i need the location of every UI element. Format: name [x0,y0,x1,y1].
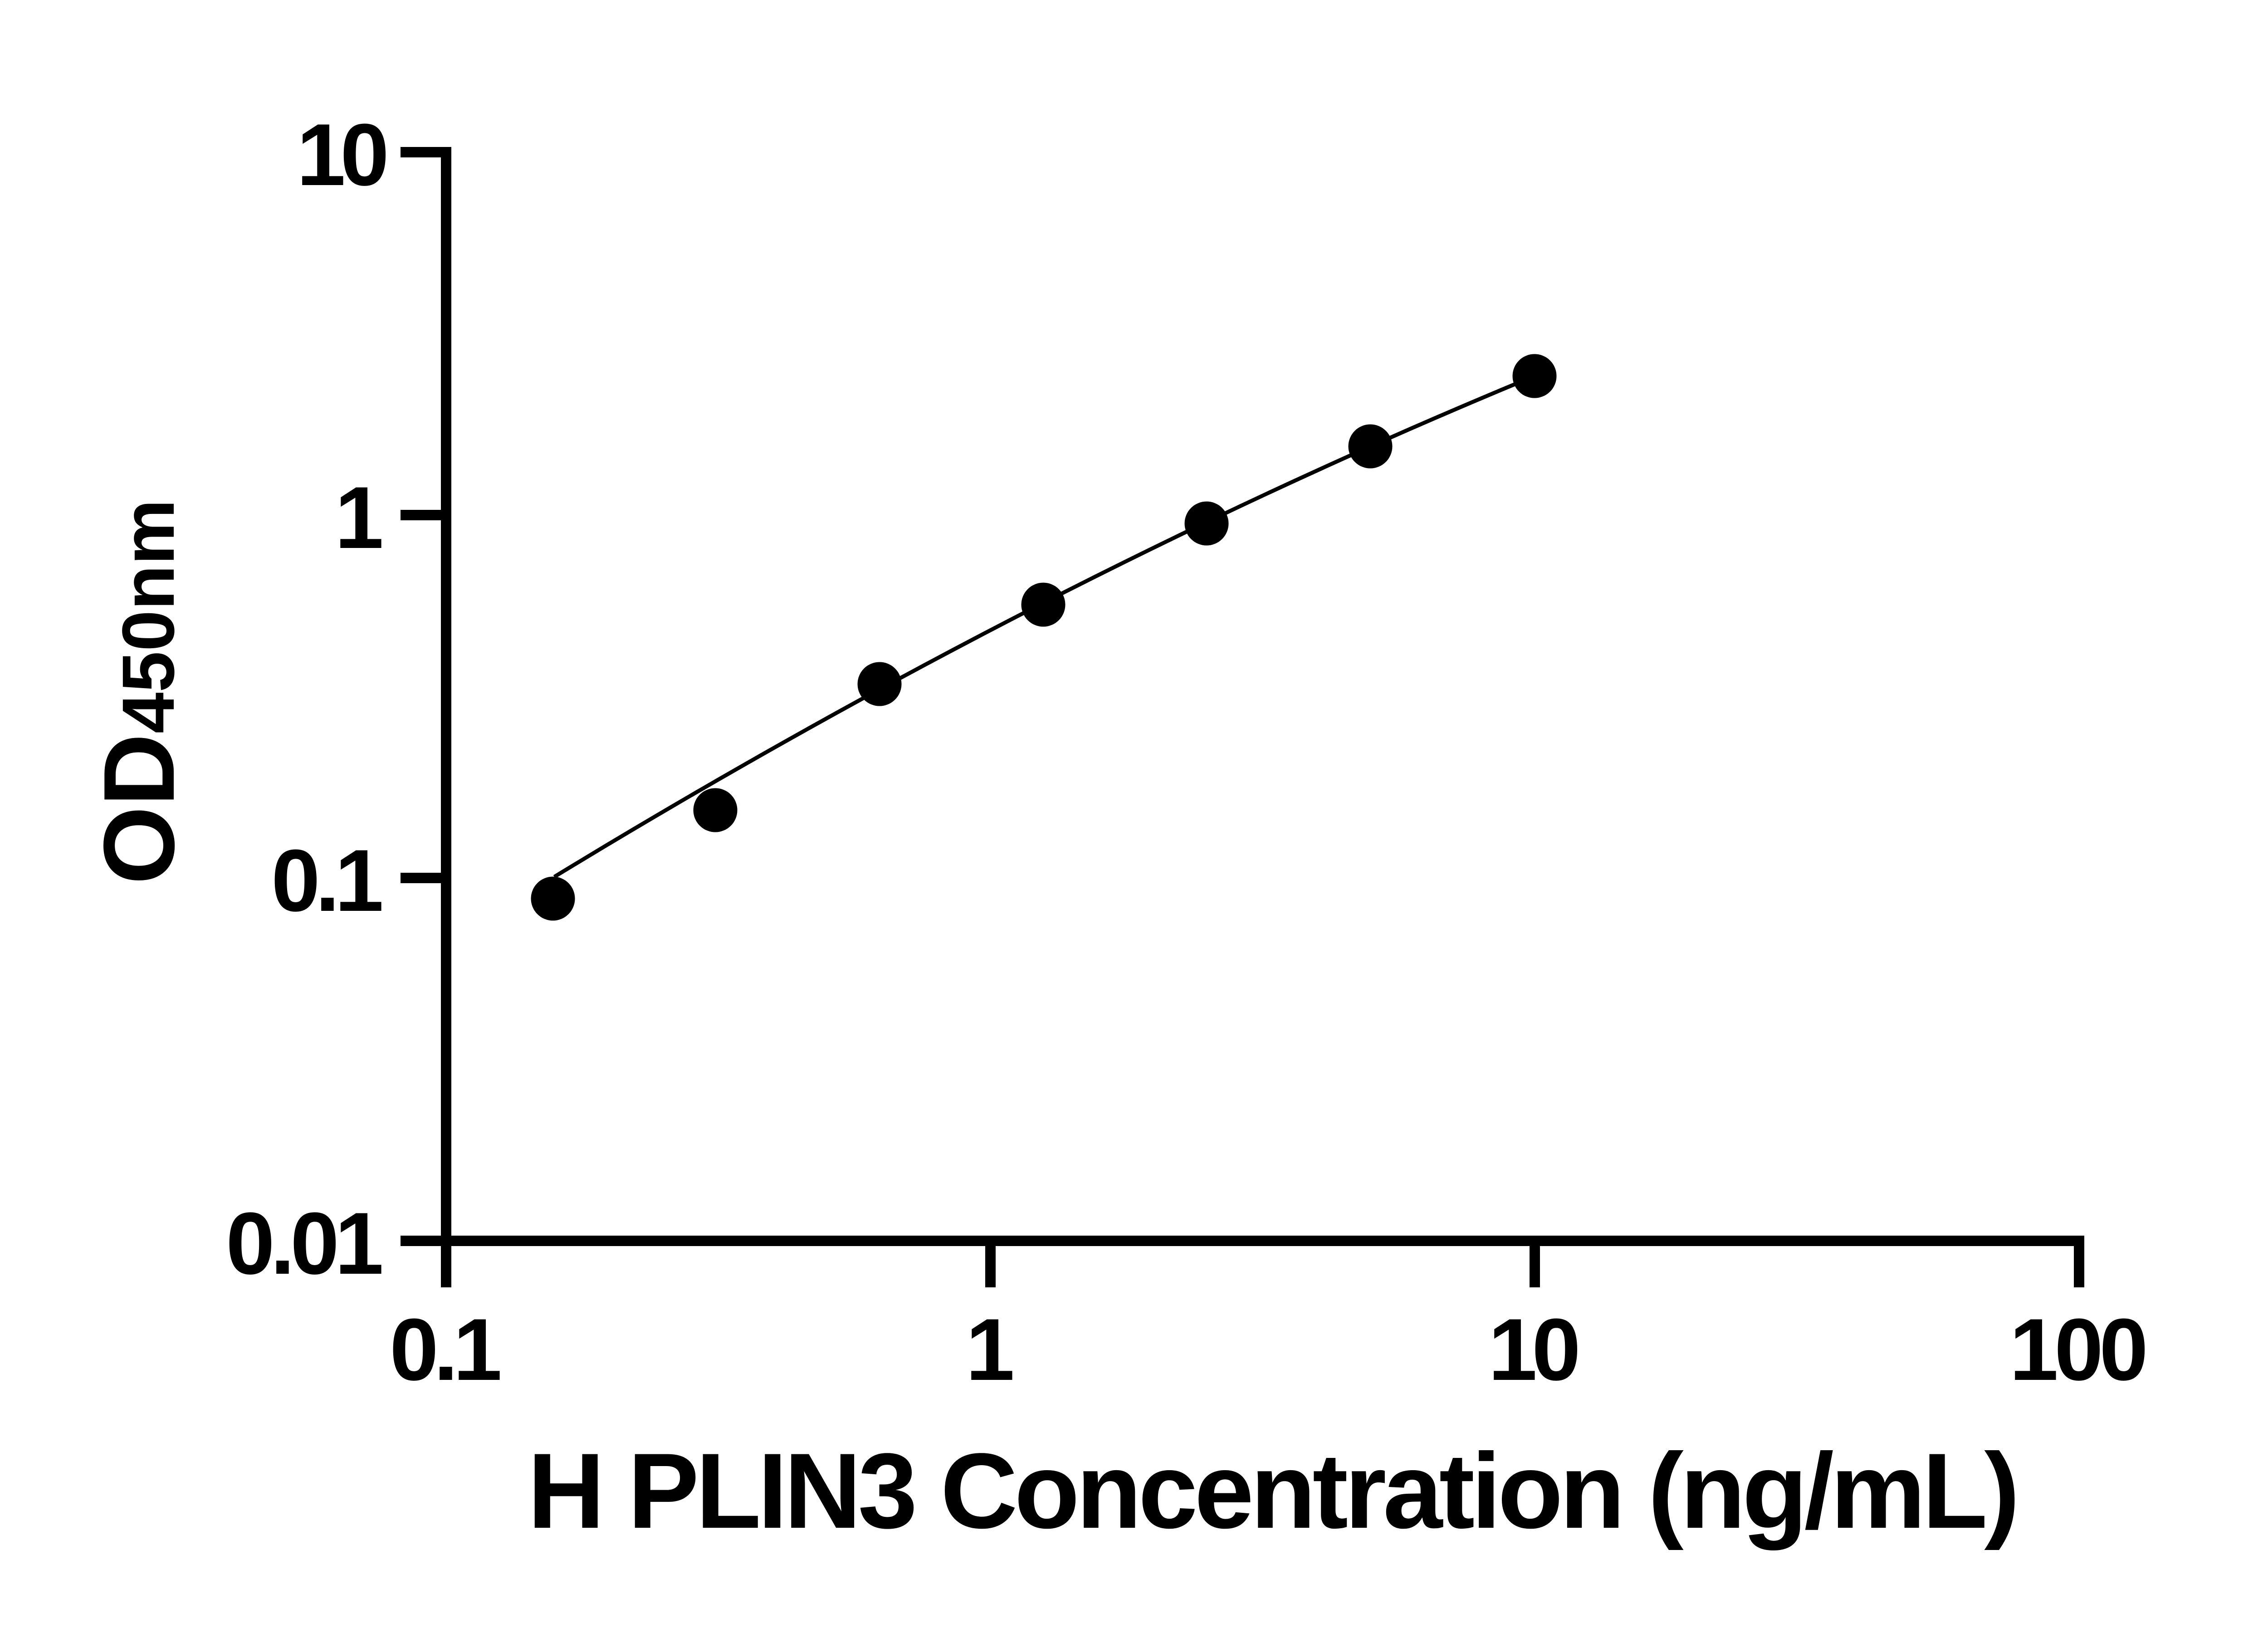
svg-text:10: 10 [297,106,389,204]
svg-text:0.01: 0.01 [226,1194,384,1293]
svg-text:0.1: 0.1 [271,831,384,930]
svg-text:10: 10 [1488,1301,1581,1399]
svg-text:H PLIN3 Concentration (ng/mL): H PLIN3 Concentration (ng/mL) [528,1431,2020,1551]
svg-text:1: 1 [966,1301,1015,1399]
svg-text:100: 100 [2009,1301,2148,1399]
svg-text:1: 1 [335,469,384,567]
svg-text:0.1: 0.1 [390,1301,502,1399]
